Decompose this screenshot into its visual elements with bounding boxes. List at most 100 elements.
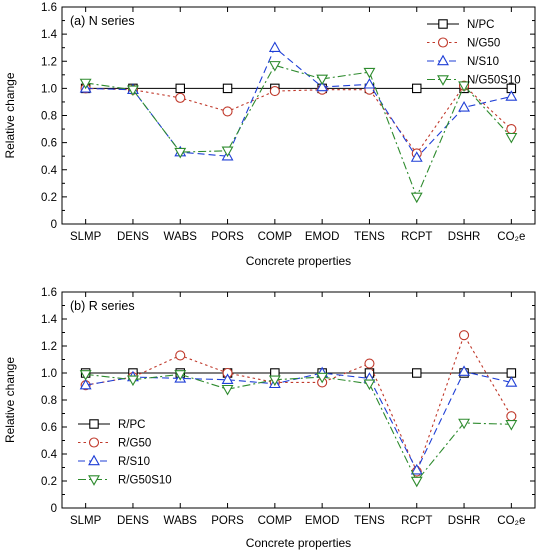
data-point <box>221 146 234 158</box>
legend-item: R/G50S10 <box>78 475 172 487</box>
data-point <box>316 80 329 92</box>
x-axis-label: Concrete properties <box>246 536 351 550</box>
data-point <box>363 379 376 391</box>
x-tick-label: PORS <box>211 231 244 243</box>
series-n-pc <box>80 83 517 94</box>
y-tick-label: 0.4 <box>41 165 58 177</box>
legend-label: N/PC <box>467 19 494 31</box>
data-point <box>174 147 187 159</box>
legend-marker <box>437 54 449 66</box>
x-tick-label: WABS <box>164 231 198 243</box>
y-tick-label: 0.2 <box>41 476 57 488</box>
legend-label: R/G50S10 <box>118 475 172 487</box>
data-point <box>505 90 518 101</box>
legend-item: R/PC <box>78 419 145 431</box>
data-point <box>79 78 92 90</box>
chart-panel-n-series: 0 0.2 0.4 0.6 0.8 1.0 1.2 1.4 1.6 SLMP DENS WABS POR… <box>3 2 536 268</box>
series-line <box>85 373 512 483</box>
legend: N/PC N/G50 N/S10 N/G50S10 <box>427 19 521 87</box>
chart-title: (a) N series <box>70 14 135 28</box>
plot-frame <box>61 6 536 225</box>
data-point <box>411 368 422 378</box>
x-tick-label: RCPT <box>401 515 432 527</box>
data-point <box>175 83 186 94</box>
legend-item: R/G50 <box>78 437 151 450</box>
data-point <box>506 124 517 135</box>
y-tick-label: 0.6 <box>41 138 57 150</box>
legend-marker <box>438 19 448 29</box>
series-r-g50 <box>80 330 517 477</box>
data-point <box>410 192 423 204</box>
data-point <box>364 358 375 369</box>
data-point <box>505 420 518 431</box>
data-point <box>222 106 233 117</box>
chart-title: (b) R series <box>70 299 135 313</box>
legend-label: R/S10 <box>118 456 150 468</box>
legend-item: N/S10 <box>427 54 499 68</box>
y-tick-label: 0.4 <box>41 449 58 461</box>
legend-label: R/PC <box>118 419 145 431</box>
x-tick-label: TENS <box>354 231 385 243</box>
data-point <box>127 85 139 97</box>
x-tick-label: CO₂e <box>497 515 525 527</box>
data-point <box>268 375 281 387</box>
x-tick-label: COMP <box>258 515 293 527</box>
data-point <box>268 41 281 52</box>
data-point <box>458 81 470 92</box>
y-axis-label: Relative change <box>3 357 17 443</box>
x-tick-label: TENS <box>354 515 385 527</box>
x-tick-label: DSHR <box>448 231 481 243</box>
x-tick-label: DENS <box>117 231 149 243</box>
legend-label: N/G50 <box>467 38 500 50</box>
y-tick-label: 1.0 <box>41 83 57 95</box>
series-line <box>85 46 512 159</box>
data-point <box>174 370 187 381</box>
data-point <box>505 132 518 144</box>
y-tick-label: 1.0 <box>41 368 57 380</box>
x-tick-label: PORS <box>211 515 244 527</box>
legend-label: R/G50 <box>118 438 151 450</box>
y-axis-label: Relative change <box>3 72 17 158</box>
data-point <box>410 463 423 475</box>
series-line <box>85 371 512 472</box>
legend-item: N/G50 <box>427 37 500 50</box>
data-point <box>316 372 329 384</box>
y-tick-label: 0.6 <box>41 422 57 434</box>
data-point <box>127 375 139 387</box>
x-tick-label: DENS <box>117 515 149 527</box>
data-point <box>79 378 92 390</box>
data-point <box>458 418 470 430</box>
legend-item: N/G50S10 <box>427 75 521 87</box>
data-point <box>458 101 470 112</box>
data-point <box>316 74 329 86</box>
x-tick-label: WABS <box>164 515 198 527</box>
x-tick-label: SLMP <box>70 231 102 243</box>
legend-label: N/G50S10 <box>467 75 521 87</box>
x-tick-label: SLMP <box>70 515 102 527</box>
y-tick-label: 0.8 <box>41 395 57 407</box>
data-point <box>175 350 186 361</box>
data-point <box>363 67 376 79</box>
y-tick-label: 0.8 <box>41 111 57 123</box>
series-n-g50 <box>80 80 517 159</box>
x-tick-label: CO₂e <box>497 231 525 243</box>
x-axis-label: Concrete properties <box>246 254 351 268</box>
data-point <box>506 368 517 378</box>
legend-item: N/PC <box>427 19 494 31</box>
legend-label: N/S10 <box>467 56 499 68</box>
y-tick-label: 1.4 <box>41 29 58 41</box>
series-n-s10 <box>79 41 518 162</box>
data-point <box>410 476 423 488</box>
data-point <box>505 376 518 387</box>
data-point <box>411 83 422 94</box>
series-line <box>85 64 512 199</box>
data-point <box>222 83 233 94</box>
data-point <box>506 411 517 422</box>
y-tick-label: 1.6 <box>41 2 57 14</box>
data-point <box>221 373 234 385</box>
series-r-g50s10 <box>79 370 518 488</box>
data-point <box>175 92 186 103</box>
data-point <box>363 77 376 89</box>
y-tick-label: 1.2 <box>41 56 57 68</box>
